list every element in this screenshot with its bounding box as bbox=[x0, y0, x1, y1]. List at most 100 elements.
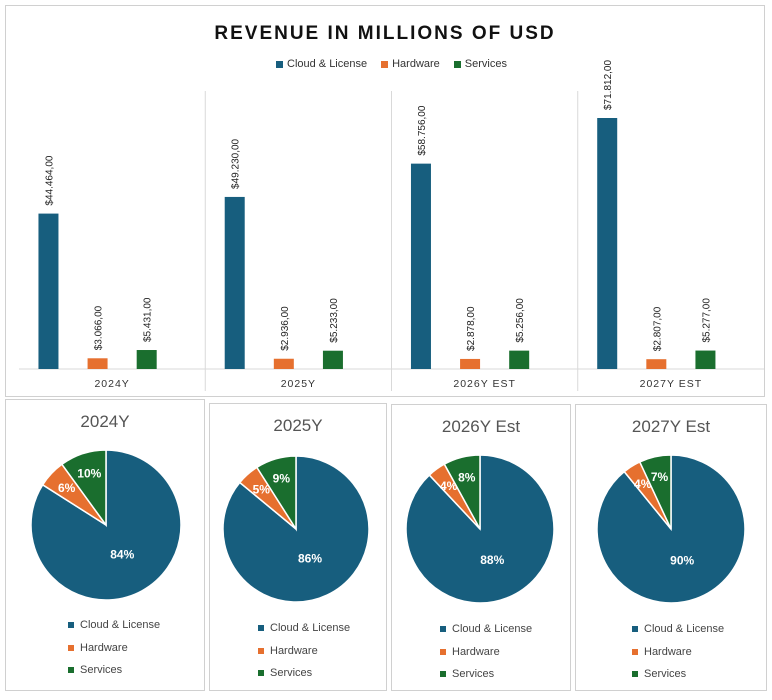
bar-data-label: $2.807,00 bbox=[652, 306, 663, 351]
pie-title: 2024Y bbox=[80, 412, 130, 431]
pie-legend-label: Services bbox=[452, 668, 495, 680]
pie-legend-cloud: Cloud & License bbox=[68, 619, 160, 631]
bar-data-label: $5.256,00 bbox=[515, 298, 526, 343]
pie-legend-hardware: Hardware bbox=[440, 646, 500, 658]
pie-data-label: 86% bbox=[298, 552, 322, 566]
pie-legend-label: Hardware bbox=[452, 646, 500, 658]
bar-cloud-license-3 bbox=[597, 118, 618, 369]
pie-title: 2027Y Est bbox=[631, 417, 711, 436]
bar-data-label: $49.230,00 bbox=[231, 138, 242, 188]
pie-data-label: 90% bbox=[670, 553, 694, 567]
pie-legend-label: Cloud & License bbox=[452, 623, 533, 635]
bar-chart-title: REVENUE IN MILLIONS OF USD bbox=[214, 23, 556, 44]
pie-legend-label: Hardware bbox=[644, 646, 692, 658]
pie-legend-cloud: Cloud & License bbox=[258, 622, 350, 634]
bar-data-label: $2.936,00 bbox=[280, 306, 291, 351]
pie-legend-label: Services bbox=[80, 664, 123, 676]
legend-swatch-services bbox=[440, 671, 446, 677]
legend-swatch-hardware bbox=[68, 645, 74, 651]
legend-label-hardware: Hardware bbox=[392, 58, 440, 70]
legend-label-cloud: Cloud & License bbox=[287, 58, 368, 70]
bar-hardware-0 bbox=[87, 358, 108, 369]
pie-title: 2025Y bbox=[273, 416, 323, 435]
legend-swatch-services bbox=[632, 671, 638, 677]
x-tick-label: 2024Y bbox=[94, 378, 129, 390]
pie-legend-label: Services bbox=[644, 668, 687, 680]
legend-label-services: Services bbox=[464, 58, 507, 70]
pie-legend-label: Cloud & License bbox=[80, 619, 161, 631]
pie-slice-services bbox=[60, 449, 107, 528]
bar-data-label: $5.233,00 bbox=[329, 298, 340, 343]
legend-swatch-services bbox=[453, 60, 461, 68]
pie-panel-2025: 2025Y 86% 5% 9% Cloud & License Hardware S… bbox=[209, 403, 387, 691]
bar-chart-plot: $44.464,00 $3.066,00 $5.431,00 2024Y $49.230… bbox=[19, 60, 764, 391]
pie-legend-label: Services bbox=[270, 667, 313, 679]
pie-data-label: 9% bbox=[273, 472, 291, 486]
pie-legend-label: Hardware bbox=[270, 645, 318, 657]
bar-data-label: $5.431,00 bbox=[143, 297, 154, 342]
pie-legend-services: Services bbox=[632, 668, 686, 680]
pie-slice-services bbox=[443, 454, 481, 530]
pie-slice-services bbox=[638, 454, 672, 530]
pie-panel-2027: 2027Y Est 90% 4% 7% Cloud & License Hardwa… bbox=[575, 404, 767, 691]
pie-panel-2024: 2024Y 84% 6% 10% Cloud & License Hardware … bbox=[5, 399, 205, 691]
legend-item-cloud: Cloud & License bbox=[276, 58, 367, 70]
pie-legend-hardware: Hardware bbox=[632, 646, 692, 658]
bar-hardware-2 bbox=[460, 358, 481, 369]
pie-legend-hardware: Hardware bbox=[68, 642, 128, 654]
legend-item-services: Services bbox=[453, 58, 507, 70]
pie-data-label: 8% bbox=[458, 470, 476, 484]
legend-item-hardware: Hardware bbox=[381, 58, 440, 70]
pie-data-label: 4% bbox=[634, 477, 652, 491]
pie-data-label: 5% bbox=[253, 483, 271, 497]
legend-swatch-hardware bbox=[440, 649, 446, 655]
legend-swatch-cloud bbox=[68, 622, 74, 628]
pie-slice-cloud-license bbox=[222, 455, 370, 603]
legend-swatch-cloud bbox=[440, 626, 446, 632]
bar-cloud-license-0 bbox=[38, 213, 59, 369]
pie-chart: 84% 6%10% bbox=[30, 449, 182, 601]
pie-title: 2026Y Est bbox=[441, 417, 521, 436]
bar-data-label: $58.756,00 bbox=[417, 105, 428, 155]
pie-data-label: 4% bbox=[440, 479, 458, 493]
legend-swatch-cloud bbox=[276, 60, 283, 68]
pie-legend-cloud: Cloud & License bbox=[632, 623, 724, 635]
pie-legend-cloud: Cloud & License bbox=[440, 623, 532, 635]
pie-panel-2026: 2026Y Est 88% 4% 8% Cloud & License Hardwa… bbox=[391, 404, 571, 691]
pie-chart: 86% 5%9% bbox=[222, 455, 370, 603]
bar-services-2 bbox=[509, 350, 530, 369]
bar-data-label: $2.878,00 bbox=[466, 306, 477, 351]
pie-legend-label: Cloud & License bbox=[270, 622, 351, 634]
bar-data-label: $71.812,00 bbox=[603, 60, 614, 110]
pie-data-label: 10% bbox=[77, 467, 101, 481]
bar-data-label: $3.066,00 bbox=[94, 305, 105, 350]
bar-cloud-license-1 bbox=[224, 196, 245, 369]
pie-slice-cloud-license bbox=[596, 454, 746, 604]
pie-legend-label: Hardware bbox=[80, 642, 128, 654]
bar-data-label: $5.277,00 bbox=[701, 298, 712, 343]
legend-swatch-services bbox=[258, 670, 264, 676]
pie-data-label: 7% bbox=[651, 470, 669, 484]
x-tick-label: 2027Y EST bbox=[640, 378, 703, 390]
pie-chart: 88% 4%8% bbox=[405, 454, 555, 604]
pie-legend-services: Services bbox=[440, 668, 494, 680]
pie-legend-label: Cloud & License bbox=[644, 623, 725, 635]
pie-slice-services bbox=[255, 455, 297, 532]
bar-hardware-3 bbox=[646, 359, 667, 369]
bar-hardware-1 bbox=[273, 358, 294, 369]
pie-data-label: 88% bbox=[480, 553, 504, 567]
bar-services-1 bbox=[322, 350, 343, 369]
pie-chart: 90% 4% 7% bbox=[596, 454, 746, 604]
bar-chart-panel: REVENUE IN MILLIONS OF USD Cloud & Licen… bbox=[5, 5, 765, 397]
bar-data-label: $44.464,00 bbox=[44, 155, 55, 205]
legend-swatch-hardware bbox=[258, 648, 264, 654]
pie-legend-services: Services bbox=[68, 664, 122, 676]
bar-cloud-license-2 bbox=[410, 163, 431, 369]
bar-chart-legend: Cloud & License Hardware Services bbox=[276, 58, 521, 70]
legend-swatch-hardware bbox=[381, 60, 389, 68]
x-tick-label: 2026Y EST bbox=[453, 378, 516, 390]
bar-services-0 bbox=[136, 350, 157, 369]
pie-data-label: 6% bbox=[58, 481, 76, 495]
legend-swatch-cloud bbox=[258, 625, 264, 631]
x-tick-label: 2025Y bbox=[281, 378, 316, 390]
